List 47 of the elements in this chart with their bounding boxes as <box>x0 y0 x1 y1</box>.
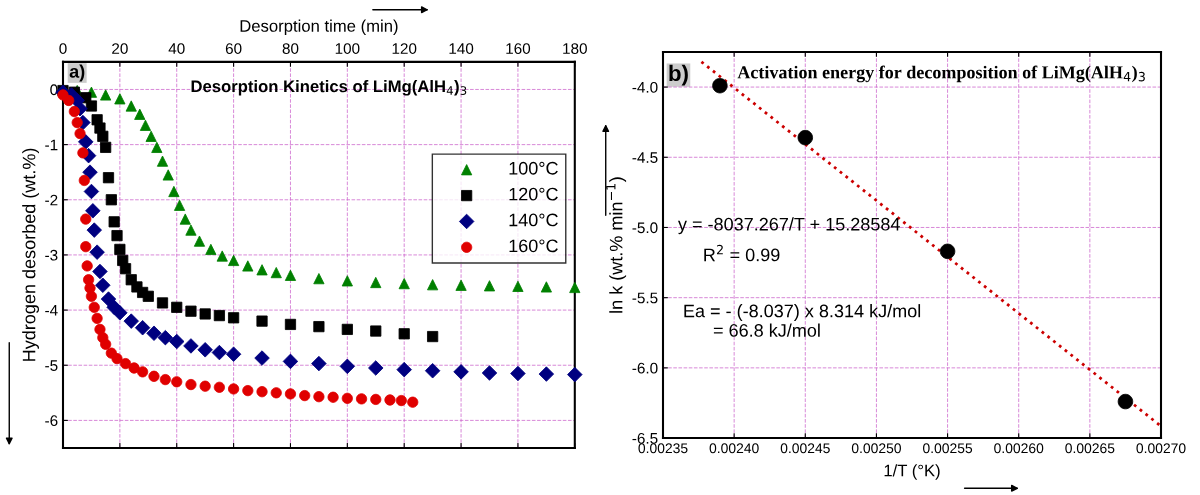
y-tick-label: -4.5 <box>632 152 658 163</box>
x-tick-label: 0.00250 <box>851 443 901 454</box>
legend-label: 100°C <box>509 161 558 175</box>
y-tick-label: -5.0 <box>632 222 658 234</box>
legend-label: 160°C <box>509 239 558 253</box>
x-tick-label: 0.00265 <box>1065 443 1115 454</box>
legend-label: 140°C <box>509 213 558 227</box>
y-tick-label: -4 <box>45 305 58 316</box>
x-tick-label: 40 <box>168 43 185 54</box>
x-tick-label: 0 <box>59 43 67 54</box>
y-tick-label: -5.5 <box>632 292 658 304</box>
x-tick-label: 180 <box>563 43 587 54</box>
annotation: a) <box>69 64 85 82</box>
x-tick-label: 140 <box>449 43 474 54</box>
x-tick-label: 60 <box>225 43 242 54</box>
y-tick-label: -6.0 <box>632 362 658 374</box>
text: Activation energy for decomposition of LiMg(AlH$_{4}$)$_{3}$ <box>737 65 1145 83</box>
annotation: R$^{2}$ = 0.99 <box>704 244 780 262</box>
y-tick-label: -6.5 <box>632 432 658 444</box>
x-tick-label: 0.00245 <box>780 443 830 454</box>
legend-label: 120°C <box>509 187 558 201</box>
x-tick-label: 0.00235 <box>638 443 688 454</box>
x-axis-title: Desorption time (min) <box>240 19 398 36</box>
x-tick-label: 100 <box>335 43 360 54</box>
point <box>146 325 162 341</box>
point <box>183 338 199 354</box>
x-tick-label: 120 <box>392 43 417 54</box>
x-axis-title: 1/T (°K) <box>884 464 940 480</box>
x-tick-label: 0.00260 <box>994 443 1044 454</box>
y-tick-label: -5 <box>45 360 58 371</box>
x-tick-label: 160 <box>506 43 531 54</box>
y-tick-label: -4.0 <box>632 81 658 93</box>
x-tick-label: 0.00240 <box>709 443 759 454</box>
y-tick-label: -1 <box>45 139 58 151</box>
y-tick-label: -6 <box>45 415 58 427</box>
y-axis-title: Hydrogen desorbed (wt.%) <box>22 148 39 361</box>
x-tick-label: 0.00270 <box>1136 443 1186 454</box>
y-tick-label: -2 <box>45 194 58 206</box>
annotation: b) <box>669 64 688 86</box>
annotation: y = -8037.267/T + 15.28584 <box>677 217 900 235</box>
text: Desorption Kinetics of LiMg(AlH$_{4}$)$_{3}$ <box>191 79 467 96</box>
y-axis-title: ln k (wt.% min$^{−1}$) <box>606 177 627 313</box>
x-tick-label: 80 <box>282 43 299 54</box>
x-tick-label: 0.00255 <box>923 443 973 454</box>
x-tick-label: 20 <box>112 43 128 54</box>
annotation: Ea = - (-8.037) x 8.314 kJ/mol = 66.8 kJ/mol <box>684 304 921 337</box>
y-tick-label: -3 <box>45 249 58 261</box>
